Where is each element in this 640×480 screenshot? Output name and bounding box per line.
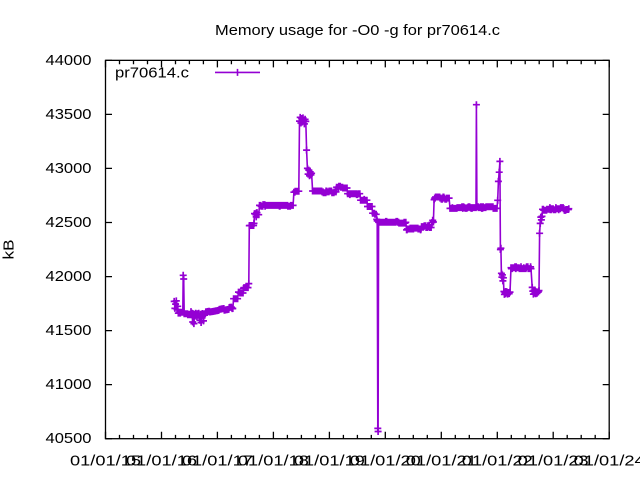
svg-text:01/01/18: 01/01/18 bbox=[238, 453, 309, 470]
svg-text:01/01/16: 01/01/16 bbox=[126, 453, 197, 470]
svg-text:41500: 41500 bbox=[46, 322, 92, 339]
svg-text:01/01/24: 01/01/24 bbox=[574, 453, 640, 470]
svg-text:01/01/23: 01/01/23 bbox=[518, 453, 589, 470]
svg-text:40500: 40500 bbox=[46, 430, 92, 447]
svg-text:01/01/21: 01/01/21 bbox=[406, 453, 477, 470]
svg-text:44000: 44000 bbox=[46, 52, 92, 69]
svg-text:kB: kB bbox=[1, 240, 18, 260]
svg-text:pr70614.c: pr70614.c bbox=[115, 64, 190, 81]
svg-text:43000: 43000 bbox=[46, 160, 92, 177]
svg-text:42000: 42000 bbox=[46, 268, 92, 285]
svg-text:Memory usage for -O0 -g for pr: Memory usage for -O0 -g for pr70614.c bbox=[215, 22, 501, 39]
svg-text:01/01/19: 01/01/19 bbox=[294, 453, 365, 470]
svg-text:01/01/17: 01/01/17 bbox=[182, 453, 253, 470]
svg-text:01/01/20: 01/01/20 bbox=[350, 453, 421, 470]
svg-text:41000: 41000 bbox=[46, 376, 92, 393]
svg-text:01/01/22: 01/01/22 bbox=[462, 453, 533, 470]
svg-text:42500: 42500 bbox=[46, 214, 92, 231]
svg-text:43500: 43500 bbox=[46, 106, 92, 123]
svg-text:01/01/15: 01/01/15 bbox=[70, 453, 141, 470]
